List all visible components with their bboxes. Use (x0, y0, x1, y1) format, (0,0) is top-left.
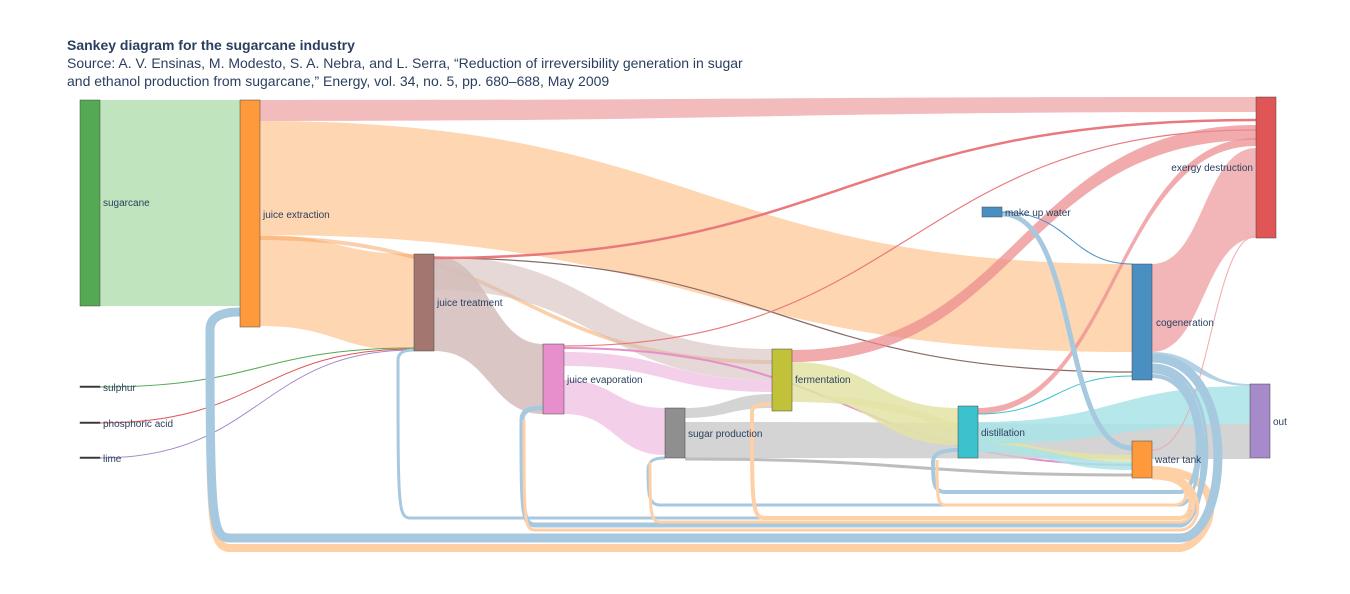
label-lime: lime (103, 454, 122, 465)
link-distillation-water-tank[interactable] (978, 444, 1132, 470)
link-distillation-out[interactable] (978, 386, 1250, 444)
chart-title-block: Sankey diagram for the sugarcane industr… (67, 36, 743, 90)
link-juice-extraction-juice-treatment[interactable] (260, 235, 414, 351)
link-distillation-exergy-destruction[interactable] (978, 138, 1256, 414)
label-phosphoric-acid: phosphoric acid (103, 419, 173, 430)
node-juice-evaporation[interactable] (542, 343, 565, 415)
label-juice-extraction: juice extraction (262, 210, 330, 221)
link-juice-evaporation-sugar-production[interactable] (564, 380, 665, 455)
label-sugar-production: sugar production (688, 429, 763, 440)
label-cogeneration: cogeneration (1156, 318, 1214, 329)
node-fermentation[interactable] (771, 348, 793, 412)
label-distillation: distillation (981, 428, 1025, 439)
label-sugarcane: sugarcane (103, 198, 150, 209)
node-exergy-destruction[interactable] (1255, 96, 1277, 239)
node-phosphoric-acid[interactable] (79, 421, 101, 424)
link-phosphoric-acid-juice-treatment[interactable] (99, 348, 415, 424)
node-out[interactable] (1249, 383, 1271, 459)
link-juice-evaporation-exergy-destruction[interactable] (563, 129, 1257, 347)
link-sugar-production-fermentation[interactable] (685, 394, 772, 418)
node-water-tank[interactable] (1131, 440, 1153, 479)
link-distillation-cogeneration[interactable] (977, 375, 1133, 415)
link-juice-treatment-exergy-destruction[interactable] (433, 118, 1257, 260)
label-water-tank: water tank (1154, 455, 1202, 466)
chart-title: Sankey diagram for the sugarcane industr… (67, 37, 355, 53)
node-juice-treatment[interactable] (413, 253, 435, 352)
link-juice-treatment-cogeneration[interactable] (433, 257, 1133, 373)
link-water-tank-exergy-destruction[interactable] (1151, 235, 1257, 451)
link-cogeneration-distillation[interactable] (930, 374, 1200, 494)
link-water-tank-juice-evaporation[interactable] (522, 419, 1200, 532)
link-cogeneration-juice-treatment[interactable] (396, 348, 1209, 520)
label-fermentation: fermentation (795, 375, 851, 386)
node-cogeneration[interactable] (1131, 263, 1153, 381)
link-juice-extraction-fermentation[interactable] (260, 236, 772, 364)
link-sulphur-juice-treatment[interactable] (99, 347, 415, 388)
link-cogeneration-juice-extraction[interactable] (205, 307, 1223, 543)
node-sugarcane[interactable] (79, 99, 101, 307)
chart-subtitle-line-2: and ethanol production from sugarcane,” … (67, 73, 610, 89)
label-exergy-destruction: exergy destruction (1171, 163, 1253, 174)
link-juice-evaporation-fermentation[interactable] (564, 352, 772, 392)
link-juice-extraction-exergy-destruction[interactable] (260, 97, 1256, 121)
link-cogeneration-juice-evaporation[interactable] (519, 365, 1206, 528)
link-lime-juice-treatment[interactable] (99, 349, 415, 459)
node-distillation[interactable] (957, 405, 979, 459)
label-sulphur: sulphur (103, 383, 136, 394)
link-juice-extraction-cogeneration[interactable] (260, 121, 1132, 352)
link-juice-treatment-fermentation[interactable] (434, 256, 772, 380)
link-cogeneration-exergy-destruction[interactable] (1152, 148, 1256, 352)
link-make-up-water-water-tank[interactable] (1001, 211, 1133, 451)
chart-subtitle-line-1: Source: A. V. Ensinas, M. Modesto, S. A.… (67, 55, 743, 71)
link-juice-treatment-juice-evaporation[interactable] (434, 256, 543, 414)
link-sugar-production-water-tank[interactable] (684, 457, 1133, 477)
label-juice-evaporation: juice evaporation (566, 375, 643, 386)
label-make-up-water: make up water (1005, 208, 1071, 219)
node-make-up-water[interactable] (981, 206, 1003, 218)
link-make-up-water-cogeneration[interactable] (1001, 211, 1133, 265)
node-juice-extraction[interactable] (239, 99, 261, 328)
node-lime[interactable] (79, 456, 101, 459)
node-sulphur[interactable] (79, 385, 101, 388)
link-water-tank-sugar-production[interactable] (648, 461, 1196, 524)
link-water-tank-distillation[interactable] (935, 459, 1188, 507)
link-sugarcane-juice-extraction[interactable] (100, 100, 240, 306)
link-water-tank-fermentation[interactable] (749, 402, 1193, 520)
node-sugar-production[interactable] (664, 407, 686, 459)
link-fermentation-exergy-destruction[interactable] (792, 125, 1256, 362)
label-juice-treatment: juice treatment (436, 298, 503, 309)
label-out: out (1273, 417, 1287, 428)
